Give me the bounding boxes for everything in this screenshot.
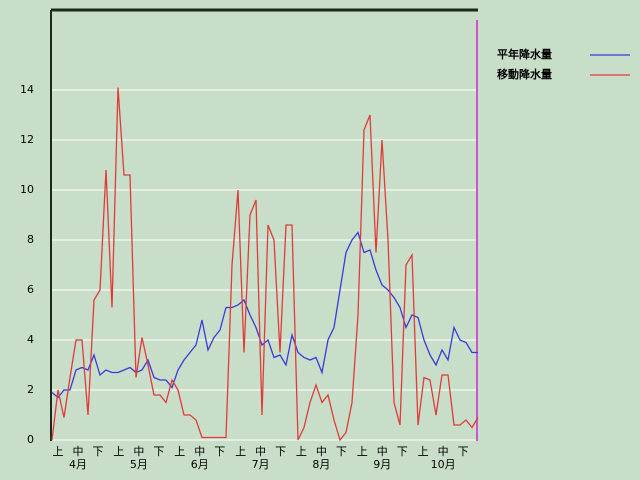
x-dekad-label: 中 (73, 445, 84, 458)
x-month-label: 8月 (312, 458, 330, 471)
y-tick-label: 2 (27, 383, 34, 396)
x-month-label: 4月 (69, 458, 87, 471)
y-tick-label: 12 (20, 133, 34, 146)
series-line (51, 87, 479, 442)
x-dekad-label: 上 (296, 445, 307, 458)
x-month-label: 7月 (252, 458, 270, 471)
x-dekad-label: 下 (93, 445, 104, 458)
x-month-label: 9月 (373, 458, 391, 471)
x-dekad-label: 下 (397, 445, 408, 458)
x-dekad-label: 上 (357, 445, 368, 458)
x-dekad-label: 上 (174, 445, 185, 458)
x-dekad-label: 中 (377, 445, 388, 458)
x-dekad-label: 上 (235, 445, 246, 458)
x-dekad-label: 上 (53, 445, 64, 458)
x-dekad-label: 上 (418, 445, 429, 458)
legend-label: 移動降水量 (497, 67, 552, 81)
x-month-label: 5月 (130, 458, 148, 471)
x-month-label: 10月 (431, 458, 456, 471)
x-dekad-label: 中 (133, 445, 144, 458)
x-month-label: 6月 (191, 458, 209, 471)
x-dekad-label: 下 (153, 445, 164, 458)
y-tick-label: 4 (27, 333, 34, 346)
x-dekad-label: 下 (275, 445, 286, 458)
x-dekad-label: 上 (113, 445, 124, 458)
x-dekad-label: 中 (316, 445, 327, 458)
x-dekad-label: 中 (255, 445, 266, 458)
x-dekad-label: 下 (336, 445, 347, 458)
series-line (51, 231, 478, 399)
x-dekad-label: 中 (438, 445, 449, 458)
legend-label: 平年降水量 (497, 47, 552, 61)
x-dekad-label: 下 (214, 445, 225, 458)
y-tick-label: 8 (27, 233, 34, 246)
y-tick-label: 10 (20, 183, 34, 196)
y-tick-label: 6 (27, 283, 34, 296)
y-tick-label: 0 (27, 433, 34, 446)
y-tick-label: 14 (20, 83, 34, 96)
x-dekad-label: 中 (194, 445, 205, 458)
x-dekad-label: 下 (458, 445, 469, 458)
